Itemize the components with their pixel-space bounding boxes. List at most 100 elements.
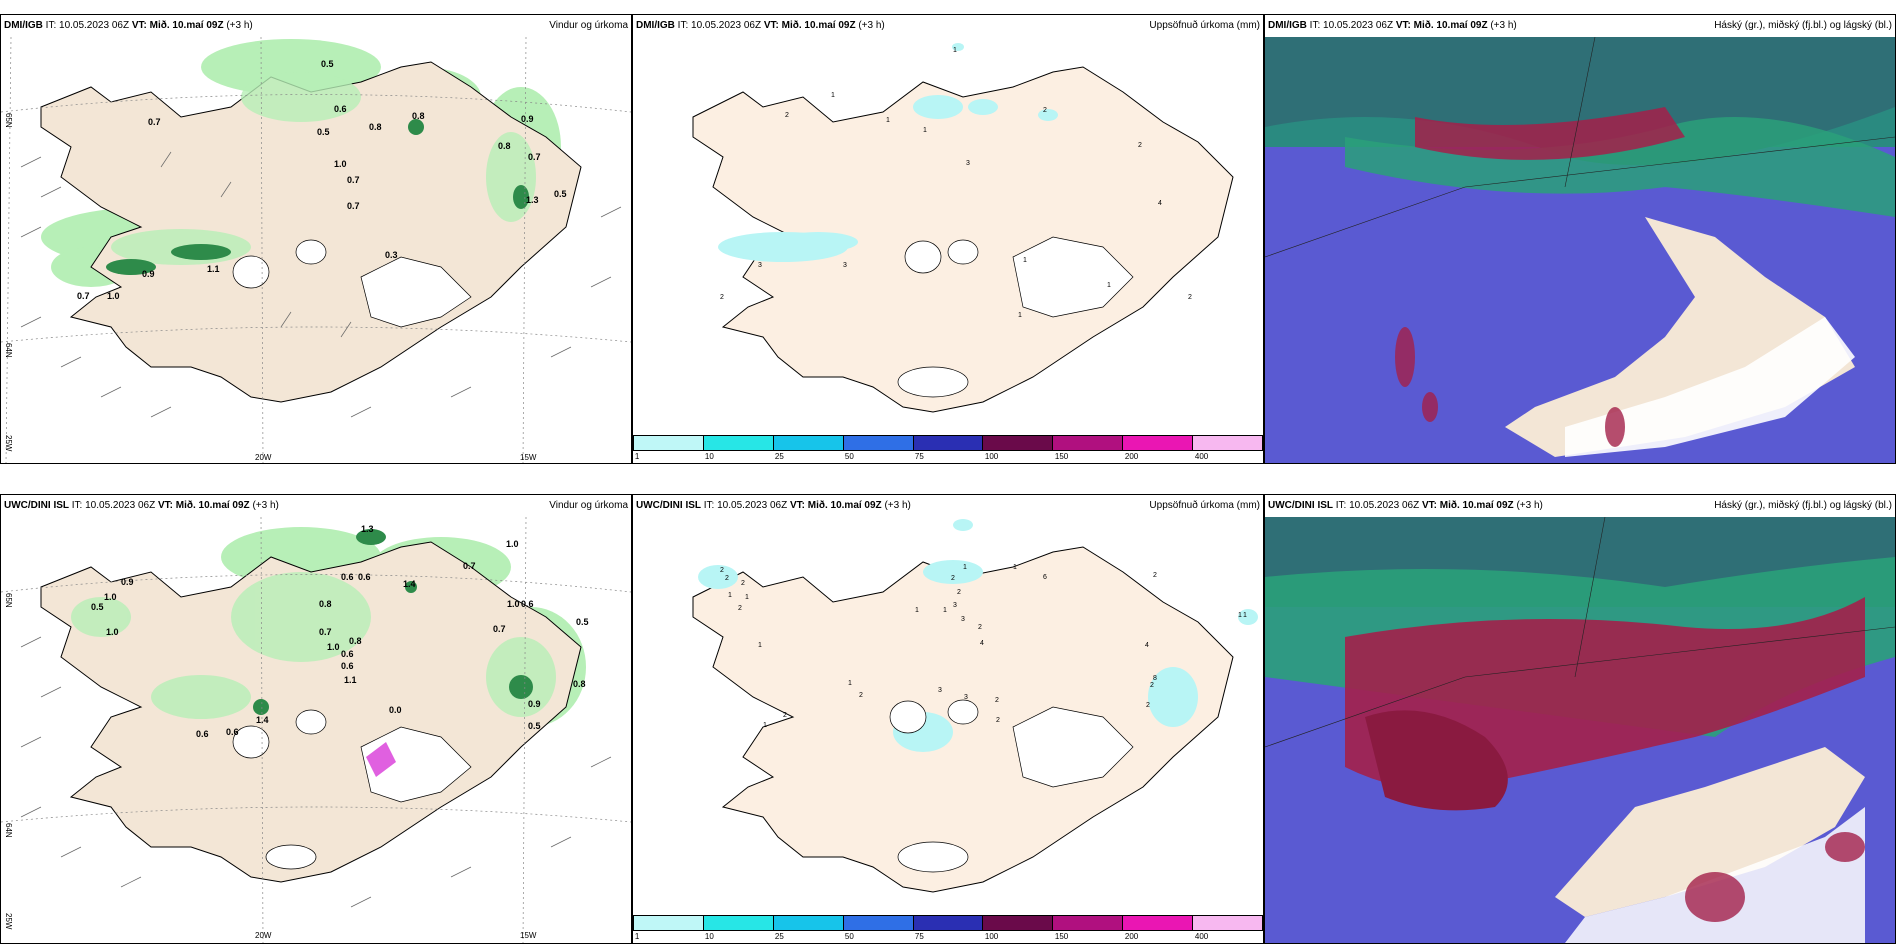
legend-swatch [634,436,704,450]
lead-time: (+3 h) [884,500,911,511]
precip-label: 1.0 [507,599,520,609]
precip-label: 2 [720,294,724,301]
accum-precip-map: 1 1 2 1 1 2 3 2 4 3 3 2 1 1 1 2 [633,37,1263,433]
init-time: IT: 10.05.2023 06Z [45,20,130,31]
lead-time: (+3 h) [1516,500,1543,511]
precip-label: 2 [996,717,1000,724]
model-name: DMI/IGB [4,20,43,31]
precip-label: 4 [980,640,984,647]
panel-header: DMI/IGB IT: 10.05.2023 06Z VT: Mið. 10.m… [1265,15,1895,37]
precip-label: 2 [1138,142,1142,149]
precip-label: 0.8 [349,636,362,646]
map-panel-uwc-cloud: UWC/DINI ISL IT: 10.05.2023 06Z VT: Mið.… [1264,494,1896,944]
legend-tick-label: 75 [914,932,924,941]
model-name: DMI/IGB [1268,20,1307,31]
precip-label: 0.8 [498,141,511,151]
init-time: IT: 10.05.2023 06Z [1335,500,1420,511]
precip-label: 3 [964,694,968,701]
precip-label: 2 [951,575,955,582]
precip-label: 2 [978,624,982,631]
precip-label: 0.8 [573,679,586,689]
valid-label: VT: [157,500,173,511]
precip-label: 0.6 [341,661,354,671]
valid-label: VT: [131,20,147,31]
init-time: IT: 10.05.2023 06Z [71,500,156,511]
precip-label: 1.1 [344,675,357,685]
precip-label: 0.7 [77,291,90,301]
precip-label: 0.6 [341,572,354,582]
glaciers [897,236,1134,398]
legend-tick-label: 25 [774,932,784,941]
precip-label: 1 [915,607,919,614]
precip-label: 1.3 [361,524,374,534]
legend-tick-label: 200 [1124,932,1139,941]
legend-swatch [1053,436,1124,450]
panel-header: DMI/IGB IT: 10.05.2023 06Z VT: Mið. 10.m… [633,15,1263,37]
product-title: Uppsöfnuð úrkoma (mm) [1149,20,1260,31]
precip-label: 1.0 [106,627,119,637]
precip-labels: 1 1 2 1 1 2 3 2 4 3 3 2 1 1 1 2 [720,47,1192,319]
precip-label: 1 [1243,612,1247,619]
legend-tick-label: 100 [984,932,999,941]
precip-label: 0.7 [493,624,506,634]
wind-barbs [20,151,622,418]
panel-header: DMI/IGB IT: 10.05.2023 06Z VT: Mið. 10.m… [1,15,631,37]
precip-label: 2 [1146,702,1150,709]
precip-label: 0.7 [528,152,541,162]
precip-label: 0.6 [334,104,347,114]
precip-label: 0.7 [319,627,332,637]
precip-label: 0.7 [347,201,360,211]
precip-label: 1.4 [403,579,416,589]
map-panel-dmi-cloud: DMI/IGB IT: 10.05.2023 06Z VT: Mið. 10.m… [1264,14,1896,464]
precip-label: 1 [1013,564,1017,571]
precip-label: 1 [963,564,967,571]
legend-swatch [843,916,914,930]
precip-label: 2 [957,589,961,596]
precip-legend: 1 10 25 50 75 100 150 200 400 [633,915,1263,943]
legend-tick-label: 25 [774,452,784,461]
precip-label: 0.8 [319,599,332,609]
legend-tick-label: 200 [1124,452,1139,461]
precip-label: 4 [1145,642,1149,649]
precip-label: 1 [745,594,749,601]
map-panel-dmi-wind: DMI/IGB IT: 10.05.2023 06Z VT: Mið. 10.m… [0,14,632,464]
legend-swatch [1193,916,1263,930]
legend-colorbar [633,435,1263,451]
accum-precip-map: 2 2 2 1 1 2 1 1 6 2 2 3 3 2 4 1 1 1 2 3 [633,517,1263,913]
precip-patches [718,43,1058,262]
precip-label: 2 [725,575,729,582]
valid-label: VT: [763,20,779,31]
precip-label: 1.0 [327,642,340,652]
legend-swatch [913,916,984,930]
legend-tick-label: 150 [1054,452,1069,461]
lead-time: (+3 h) [226,20,253,31]
precip-label: 0.5 [91,602,104,612]
valid-time: Mið. 10.maí 09Z [781,20,856,31]
precip-label: 2 [859,692,863,699]
precip-label: 2 [741,580,745,587]
precip-label: 0.5 [528,721,541,731]
product-title: Vindur og úrkoma [549,500,628,511]
product-title: Vindur og úrkoma [549,20,628,31]
precip-label: 1 [763,722,767,729]
legend-swatch [1123,916,1194,930]
precip-label: 3 [758,262,762,269]
lead-time: (+3 h) [1490,20,1517,31]
legend-swatch [1053,916,1124,930]
valid-label: VT: [1421,500,1437,511]
precip-label: 0.6 [358,572,371,582]
precip-label: 0.9 [528,699,541,709]
precip-label: 2 [785,112,789,119]
lon-label: 15W [520,453,537,462]
precip-label: 0.7 [463,561,476,571]
legend-swatch [634,916,704,930]
precip-label: 1 [943,607,947,614]
precip-label: 0.8 [412,111,425,121]
precip-label: 1 [1018,312,1022,319]
precip-label: 1 [923,127,927,134]
product-title: Háský (gr.), miðský (fj.bl.) og lágský (… [1714,500,1892,511]
precip-label: 2 [1150,682,1154,689]
model-name: UWC/DINI ISL [1268,500,1333,511]
precip-label: 0.5 [554,189,567,199]
cloud-cover-map [1265,37,1895,463]
